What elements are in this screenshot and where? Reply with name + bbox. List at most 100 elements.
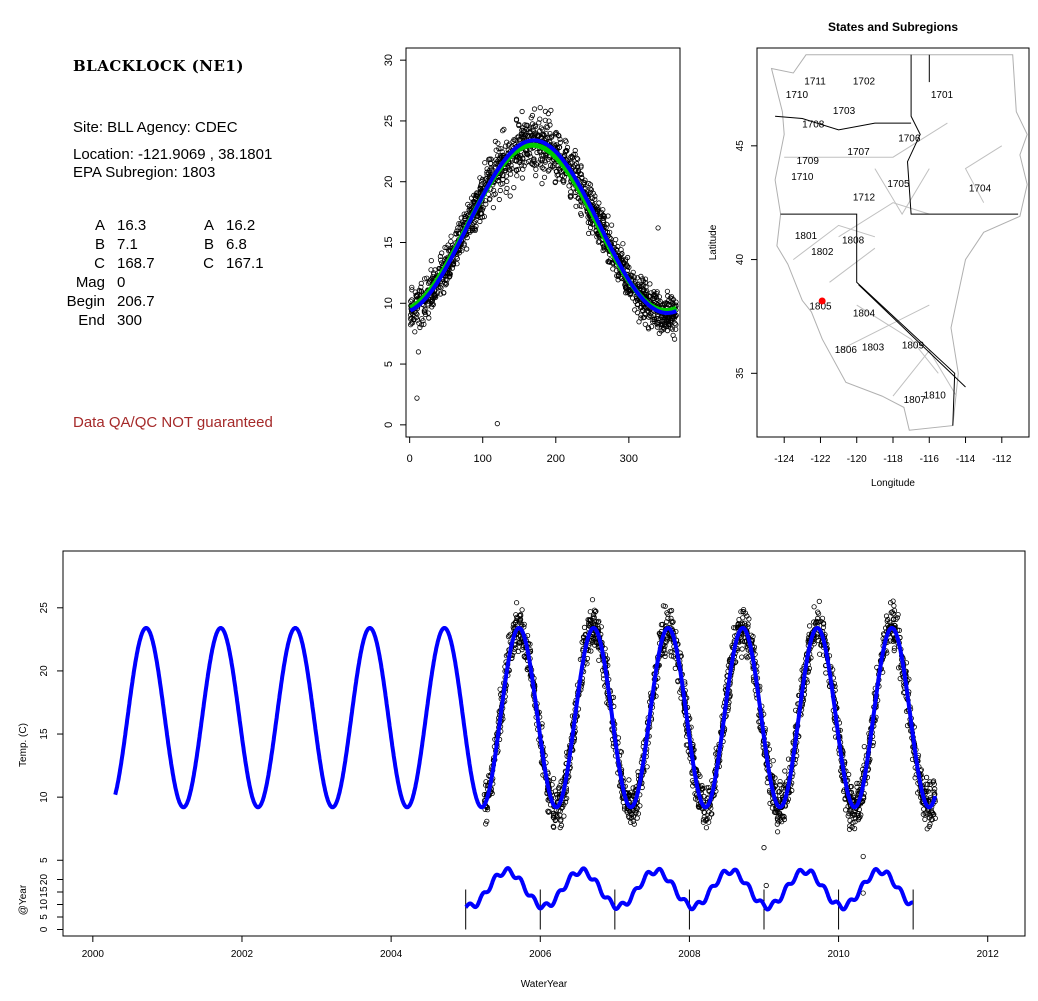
doy-data-point [545,168,551,174]
doy-data-point [422,311,429,317]
doy-data-point [439,279,445,285]
doy-data-point [507,171,514,177]
doy-data-point [530,161,536,168]
doy-data-point [440,289,447,296]
timeseries-data-point [923,774,930,781]
doy-data-point [647,281,653,287]
timeseries-data-point [739,646,745,652]
timeseries-y-axis-label: Temp. (C) [18,723,29,767]
doy-data-point [409,297,415,303]
doy-data-point [491,192,497,198]
doy-data-point [659,318,665,325]
param-value: 6.8 [226,236,247,253]
doy-data-point [630,269,636,275]
param-value: 7.1 [117,236,138,253]
doy-data-point [577,203,583,209]
doy-data-point [414,292,420,299]
doy-data-point [541,132,547,138]
param-label: C [94,255,105,272]
doy-data-point [666,302,672,308]
param-value: 168.7 [117,255,155,272]
doy-data-point [587,186,593,192]
timeseries-data-point [806,623,813,629]
doy-data-point [469,227,475,233]
doy-data-point [521,128,528,134]
doy-data-point [572,147,578,154]
timeseries-data-point [782,768,788,774]
doy-data-point [673,322,679,328]
doy-data-point [464,246,470,252]
timeseries-data-point [672,665,678,672]
doy-data-point [585,219,591,226]
map-basin-boundary [856,304,939,374]
doy-data-point [587,219,594,225]
map-region-label: 1804 [853,308,876,319]
doy-data-point [537,105,543,111]
map-basin-boundary [838,304,930,352]
doy-data-point [667,295,674,301]
doy-data-point [426,278,432,284]
doy-data-point [526,151,533,157]
map-basin-boundary [838,202,930,238]
doy-data-point [496,146,502,152]
doy-data-point [654,320,660,327]
doy-data-point [539,181,545,187]
doy-data-point [552,179,559,185]
doy-data-point [636,283,642,289]
map-y-axis-label: Latitude [708,224,719,260]
doy-data-point [655,322,661,328]
doy-data-point [421,276,428,282]
timeseries-data-point [549,782,555,788]
doy-data-point [613,237,619,243]
doy-data-point [529,121,536,127]
doy-data-point [634,275,641,281]
map-region-label: 1707 [847,147,870,158]
timeseries-y-tick-label: 20 [39,665,50,677]
doy-data-point [648,310,654,316]
timeseries-y-tick-label: 10 [39,791,50,803]
doy-fit-line-blue [409,138,678,315]
doy-data-point [638,304,645,310]
doy-data-point [425,280,432,286]
doy-data-point [627,290,634,297]
timeseries-data-point [484,818,490,824]
doy-data-point [667,321,673,327]
doy-data-point [586,180,592,187]
doy-data-point [454,261,460,267]
doy-data-point [581,180,587,186]
timeseries-data-point [811,604,817,610]
doy-data-point [489,168,495,174]
annual-y-tick-label: 15 [39,886,50,898]
map-x-tick-label: -120 [847,454,867,465]
doy-data-point [477,185,483,191]
doy-data-point [495,177,501,184]
doy-data-point [573,203,579,209]
doy-data-point [416,320,422,326]
timeseries-data-point [823,670,829,676]
doy-data-point [566,183,572,189]
doy-data-point [418,322,425,328]
doy-data-point [461,241,467,247]
doy-data-point [654,324,661,330]
doy-data-point [534,149,540,156]
timeseries-x-tick-label: 2000 [82,949,105,960]
doy-data-point [542,117,548,123]
doy-y-tick-label: 20 [383,176,395,188]
doy-data-point [608,222,615,228]
doy-data-point [547,122,553,128]
map-y-tick-label: 45 [735,140,746,152]
doy-data-point [428,257,434,264]
timeseries-data-point [739,620,745,626]
doy-y-tick-label: 25 [383,115,395,127]
timeseries-data-point [816,598,822,605]
doy-data-point [539,156,546,162]
doy-data-point [562,149,568,155]
param-label: Begin [66,293,105,310]
doy-data-point [477,175,483,181]
doy-data-point [632,307,638,313]
doy-data-point [545,111,551,117]
doy-data-point [596,200,602,206]
map-x-tick-label: -116 [920,454,940,465]
doy-data-point [498,154,504,160]
doy-data-point [409,315,415,321]
